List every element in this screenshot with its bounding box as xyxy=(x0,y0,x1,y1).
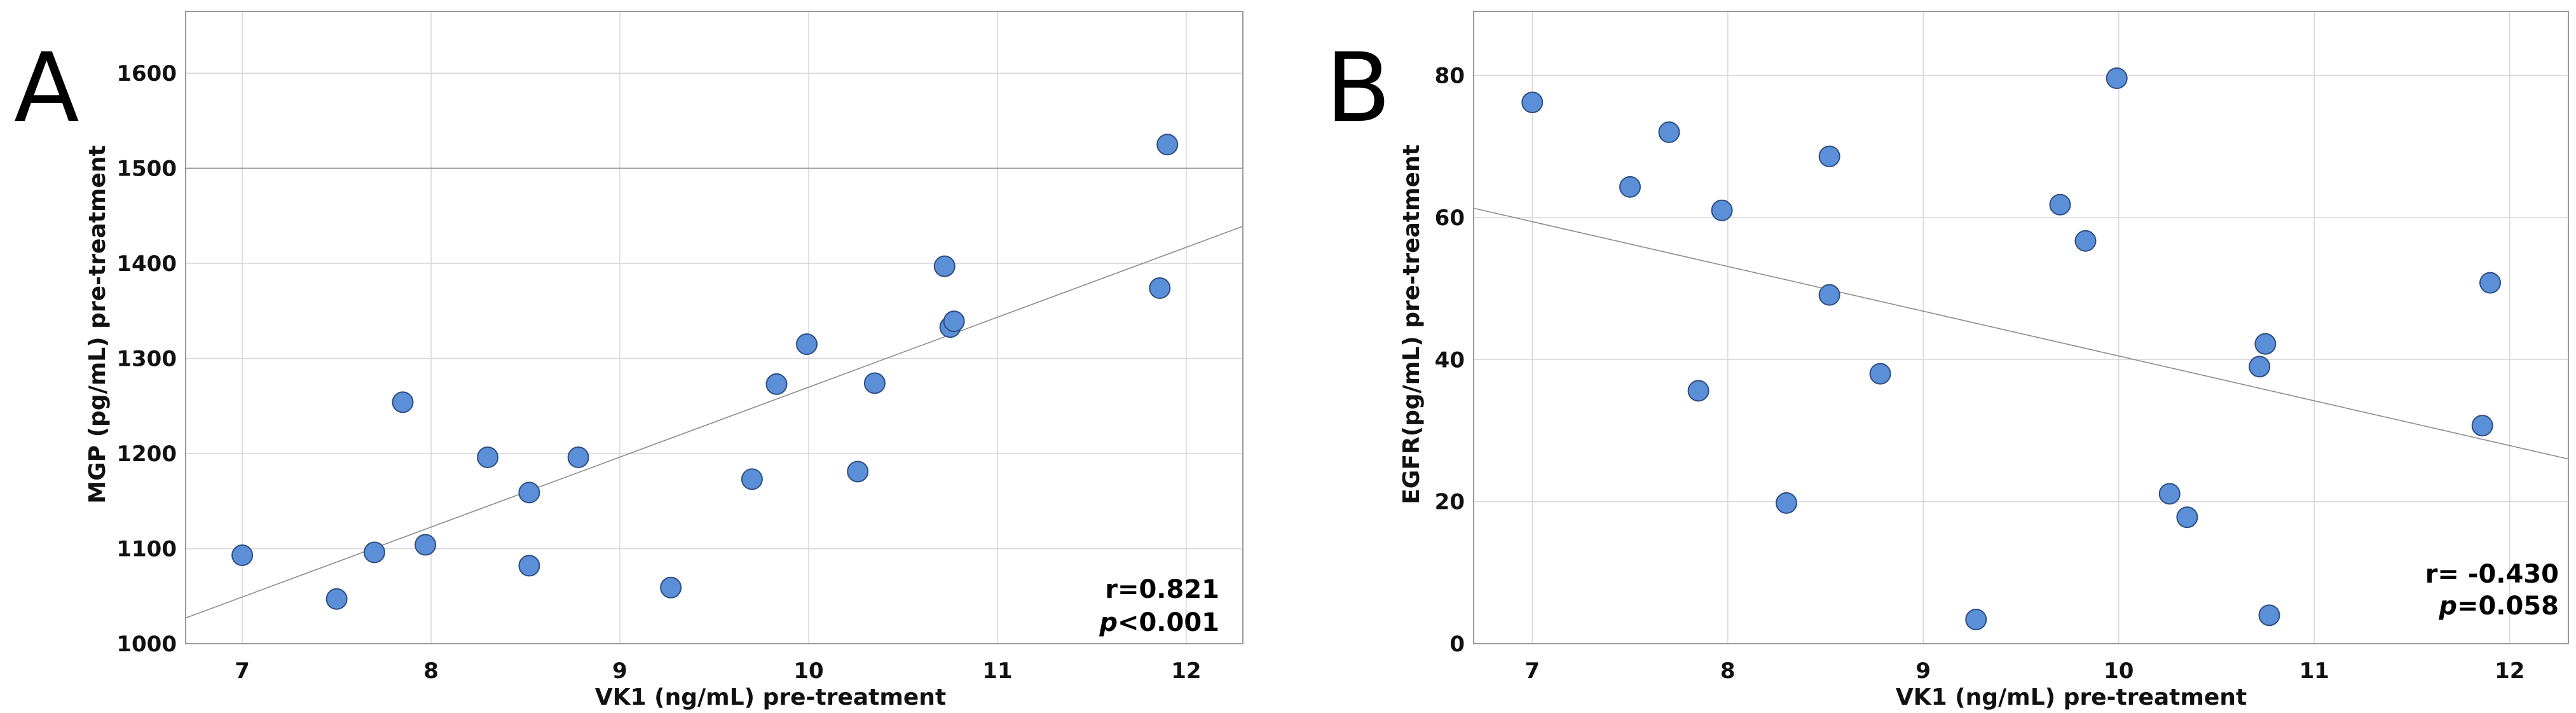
panel-a-p-symbol: p xyxy=(1099,608,1118,637)
panel-b-data-point xyxy=(2258,604,2280,626)
panel-a-data-point xyxy=(1149,277,1171,299)
panel-a-fit-line xyxy=(185,226,1243,619)
panel-b-x-tick-label: 12 xyxy=(2495,658,2525,684)
panel-a-x-tick-label: 12 xyxy=(1171,658,1201,684)
panel-b-x-tick-label: 10 xyxy=(2104,658,2134,684)
panel-b-y-tick-label: 20 xyxy=(1435,490,1465,515)
panel-a-data-point xyxy=(660,576,682,599)
panel-b-data-point xyxy=(1818,145,1840,167)
panel-b-p-text: =0.058 xyxy=(2457,592,2559,621)
panel-b-y-tick-label: 0 xyxy=(1449,632,1465,657)
panel-b-data-point xyxy=(1965,609,1987,631)
panel-b-x-tick-label: 11 xyxy=(2299,658,2329,684)
panel-a-correlation: r=0.821 xyxy=(1105,575,1219,604)
panel-a-y-tick-label: 1300 xyxy=(116,347,177,372)
panel-b-data-point xyxy=(1687,380,1709,402)
panel-a-y-tick-label: 1600 xyxy=(116,61,177,87)
panel-b-p-symbol: p xyxy=(2438,592,2457,621)
panel-a-x-tick-label: 10 xyxy=(793,658,823,684)
panel-b-x-tick-label: 8 xyxy=(1720,658,1736,684)
panel-b-data-point xyxy=(1776,492,1797,514)
panel-b-data-point xyxy=(1818,284,1840,306)
panel-b-data-point xyxy=(2471,415,2493,437)
panel-a-x-ticks: 7 8 9 10 11 12 xyxy=(235,658,1201,684)
panel-a-data-point xyxy=(414,534,437,556)
panel-a-data-point xyxy=(741,468,763,490)
panel-a-data-point xyxy=(796,333,818,356)
panel-a-x-tick-label: 8 xyxy=(423,658,439,684)
panel-a-x-tick-label: 11 xyxy=(982,658,1012,684)
panel-b-label: B xyxy=(1326,33,1391,144)
panel-a-data-point xyxy=(231,544,254,566)
panel-b-points xyxy=(1521,67,2501,631)
panel-b-data-point xyxy=(2249,356,2271,378)
panel-b-correlation: r= -0.430 xyxy=(2425,560,2559,589)
panel-b-data-point xyxy=(1658,121,1680,143)
panel-b-x-ticks: 7 8 9 10 11 12 xyxy=(1524,658,2525,684)
panel-b-data-point xyxy=(2254,333,2277,355)
panel-a-data-point xyxy=(518,481,540,504)
panel-a-points xyxy=(231,134,1179,610)
panel-b-p-value: p=0.058 xyxy=(2438,592,2559,621)
panel-b-data-point xyxy=(2106,67,2128,89)
panel-b-data-point xyxy=(1521,91,1544,113)
panel-a-data-point xyxy=(363,541,385,564)
panel-b-data-point xyxy=(1711,199,1733,221)
panel-a-data-point xyxy=(477,446,499,469)
panel-b-y-ticks: 0 20 40 60 80 xyxy=(1435,64,1465,657)
panel-a-y-axis-label: MGP (pg/mL) pre-treatment xyxy=(85,145,111,503)
panel-b-data-point xyxy=(1619,176,1641,198)
panel-b-x-tick-label: 7 xyxy=(1524,658,1540,684)
panel-a-plot-frame xyxy=(185,11,1243,644)
panel-b-y-tick-label: 40 xyxy=(1435,347,1465,373)
panel-a-y-ticks: 1000 1100 1200 1300 1400 1500 1600 xyxy=(116,61,177,657)
panel-a-label: A xyxy=(14,33,79,144)
panel-a-data-point xyxy=(392,391,414,413)
panel-a-data-point xyxy=(943,310,965,333)
panel-a-x-axis-label: VK1 (ng/mL) pre-treatment xyxy=(595,684,946,710)
panel-b-fit-line xyxy=(1473,207,2569,460)
panel-a-data-point xyxy=(863,372,886,394)
panel-a-data-point xyxy=(518,555,540,577)
panel-b: B 7 8 9 10 11 12 0 20 40 60 80 VK1 (ng/mL) pre-tr… xyxy=(1326,11,2569,710)
panel-a-y-tick-label: 1200 xyxy=(116,441,177,467)
panel-b-y-axis-label: EGFR(pg/mL) pre-treatment xyxy=(1399,144,1425,504)
panel-a-data-point xyxy=(325,588,348,610)
panel-a-y-tick-label: 1100 xyxy=(116,537,177,562)
panel-b-data-point xyxy=(2158,483,2181,505)
panel-a: A 7 8 9 10 11 12 1000 1100 1200 1300 1400 1500 1600… xyxy=(14,11,1243,710)
panel-a-y-tick-label: 1500 xyxy=(116,156,177,182)
panel-a-data-point xyxy=(1156,134,1179,156)
panel-a-p-text: <0.001 xyxy=(1118,608,1219,637)
panel-a-y-tick-label: 1400 xyxy=(116,251,177,277)
panel-b-data-point xyxy=(1869,363,1891,385)
panel-a-data-point xyxy=(847,460,869,483)
panel-b-grid xyxy=(1474,11,2568,644)
panel-a-x-tick-label: 7 xyxy=(235,658,250,684)
panel-b-data-point xyxy=(2176,506,2198,529)
panel-a-data-point xyxy=(933,255,956,277)
panel-b-x-tick-label: 9 xyxy=(1915,658,1931,684)
panel-b-data-point xyxy=(2049,193,2071,216)
panel-a-data-point xyxy=(567,446,589,469)
panel-a-grid xyxy=(186,11,1243,644)
panel-b-x-axis-label: VK1 (ng/mL) pre-treatment xyxy=(1896,684,2247,710)
panel-b-data-point xyxy=(2074,230,2097,252)
panel-b-y-tick-label: 80 xyxy=(1435,64,1465,89)
panel-a-data-point xyxy=(765,373,788,395)
panel-b-data-point xyxy=(2479,272,2501,294)
panel-a-x-tick-label: 9 xyxy=(612,658,627,684)
panel-a-y-tick-label: 1000 xyxy=(116,632,177,657)
panel-b-y-tick-label: 60 xyxy=(1435,205,1465,231)
panel-a-p-value: p<0.001 xyxy=(1099,608,1219,637)
panel-b-plot-frame xyxy=(1473,11,2569,644)
